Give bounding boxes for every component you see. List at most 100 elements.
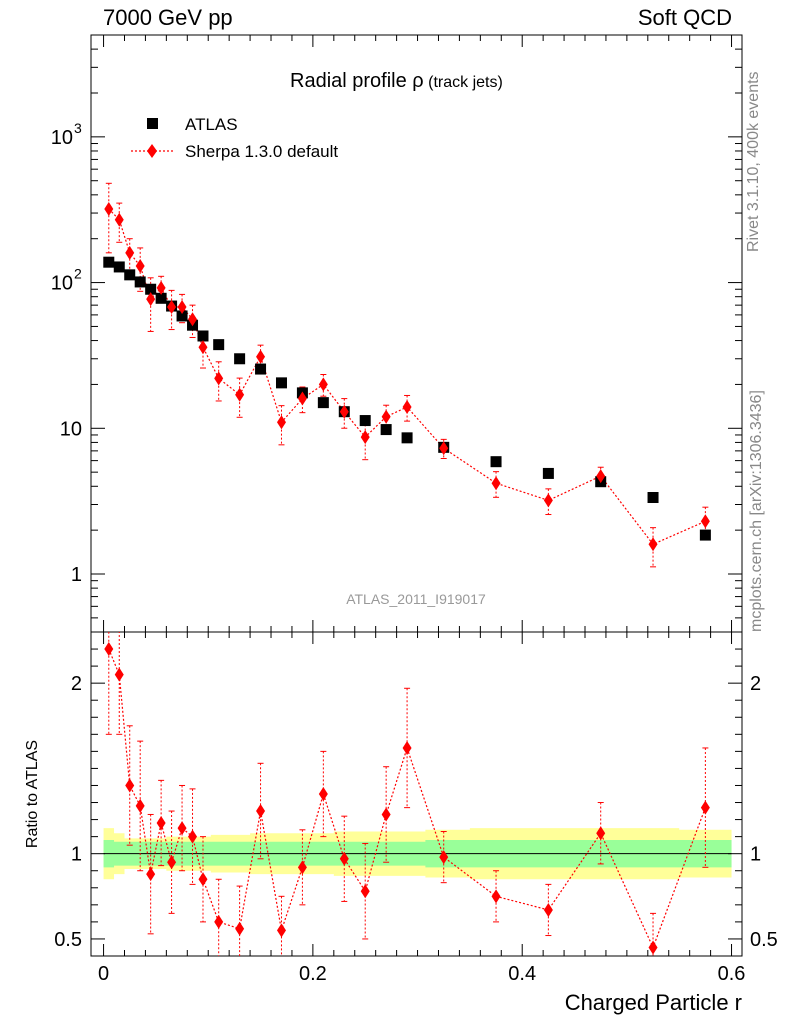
x-axis-label: Charged Particle r <box>565 990 742 1015</box>
sherpa-point <box>596 469 606 484</box>
atlas-point <box>103 256 115 268</box>
y-tick-label-exponent: 2 <box>74 266 82 282</box>
sherpa-ratio-point <box>104 642 114 657</box>
x-tick-label: 0.6 <box>718 963 746 985</box>
sherpa-point <box>104 201 114 216</box>
atlas-point <box>197 330 209 342</box>
sherpa-point <box>125 245 135 260</box>
atlas-point <box>255 363 267 375</box>
atlas-point <box>542 467 554 479</box>
sherpa-point <box>135 258 145 273</box>
sherpa-point <box>276 415 286 430</box>
sherpa-point <box>167 299 177 314</box>
sherpa-ratio-point <box>188 829 198 844</box>
y-tick-label-ratio-right: 2 <box>750 673 761 695</box>
sherpa-ratio-point <box>167 855 177 870</box>
atlas-point <box>145 283 157 295</box>
y-tick-label-ratio-right: 1 <box>750 844 761 866</box>
y-tick-label-ratio: 1 <box>71 844 82 866</box>
y-tick-label-exponent: 3 <box>74 120 82 136</box>
sherpa-ratio-point <box>648 940 658 955</box>
y-tick-label-ratio: 0.5 <box>54 929 82 951</box>
legend-atlas-label: ATLAS <box>185 115 238 134</box>
atlas-point <box>317 397 329 409</box>
ratio-contents <box>104 632 710 956</box>
y-tick-label-ratio-right: 0.5 <box>750 929 778 951</box>
plot-title: Radial profile ρ (track jets) <box>290 70 503 92</box>
sherpa-ratio-point <box>439 850 449 865</box>
sherpa-point <box>402 399 412 414</box>
sherpa-ratio-point <box>156 815 166 830</box>
atlas-point <box>134 276 146 288</box>
sherpa-ratio-point <box>177 821 187 836</box>
sherpa-ratio-point <box>276 923 286 938</box>
sherpa-ratio-point <box>596 826 606 841</box>
sherpa-point <box>700 514 710 529</box>
ratio-frame <box>90 631 743 957</box>
sherpa-ratio-point <box>297 860 307 875</box>
header-left: 7000 GeV pp <box>103 5 233 30</box>
atlas-point <box>490 456 502 468</box>
sherpa-ratio-point <box>235 921 245 936</box>
legend-sherpa-marker <box>147 144 157 158</box>
sherpa-point <box>339 404 349 419</box>
sherpa-point <box>146 292 156 307</box>
legend-atlas-marker <box>147 118 158 129</box>
atlas-point <box>124 269 136 281</box>
legend-sherpa-label: Sherpa 1.3.0 default <box>185 142 338 161</box>
sherpa-ratio-point <box>700 800 710 815</box>
y-tick-label-main: 1 <box>71 564 82 586</box>
atlas-point <box>113 261 125 273</box>
sherpa-point <box>439 441 449 456</box>
sherpa-point <box>318 377 328 392</box>
sherpa-point <box>648 537 658 552</box>
sherpa-point <box>156 280 166 295</box>
atlas-point <box>359 415 371 427</box>
sherpa-point <box>235 387 245 402</box>
atlas-point <box>275 377 287 389</box>
sherpa-ratio-point <box>491 889 501 904</box>
sherpa-point <box>198 340 208 355</box>
sherpa-point <box>543 493 553 508</box>
sherpa-point <box>177 299 187 314</box>
sherpa-point <box>381 409 391 424</box>
atlas-point <box>234 353 246 365</box>
sherpa-ratio-point <box>198 872 208 887</box>
y-tick-label-main: 10 <box>51 273 73 295</box>
y-tick-label-ratio: 2 <box>71 673 82 695</box>
sherpa-point <box>188 312 198 327</box>
sherpa-ratio-point <box>543 902 553 917</box>
atlas-point <box>176 310 188 322</box>
sherpa-point <box>114 212 124 227</box>
atlas-point <box>699 529 711 541</box>
sherpa-ratio-point <box>402 740 412 755</box>
x-tick-label: 0 <box>98 963 109 985</box>
sherpa-ratio-point <box>339 851 349 866</box>
sherpa-line <box>108 208 706 546</box>
sherpa-ratio-point <box>125 778 135 793</box>
atlas-point <box>647 492 659 504</box>
sherpa-ratio-point <box>214 914 224 929</box>
sherpa-point <box>297 391 307 406</box>
sherpa-ratio-point <box>318 787 328 801</box>
atlas-point <box>155 292 167 304</box>
sherpa-ratio-point <box>114 667 124 682</box>
sherpa-ratio-point <box>135 798 145 813</box>
y-tick-label-main: 10 <box>60 418 82 440</box>
sherpa-ratio-line <box>108 648 706 950</box>
sherpa-point <box>256 349 266 364</box>
sherpa-ratio-point <box>146 867 156 882</box>
x-tick-label: 0.2 <box>299 963 327 985</box>
atlas-point <box>213 339 225 351</box>
sherpa-ratio-point <box>256 804 266 819</box>
sherpa-point <box>491 476 501 491</box>
y-axis-label-ratio: Ratio to ATLAS <box>24 740 41 848</box>
sherpa-ratio-point <box>381 807 391 822</box>
atlas-point <box>401 432 413 444</box>
sherpa-point <box>214 371 224 386</box>
x-tick-label: 0.4 <box>508 963 536 985</box>
atlas-point <box>380 424 392 436</box>
y-tick-label-main: 10 <box>51 127 73 149</box>
sherpa-point <box>360 430 370 445</box>
